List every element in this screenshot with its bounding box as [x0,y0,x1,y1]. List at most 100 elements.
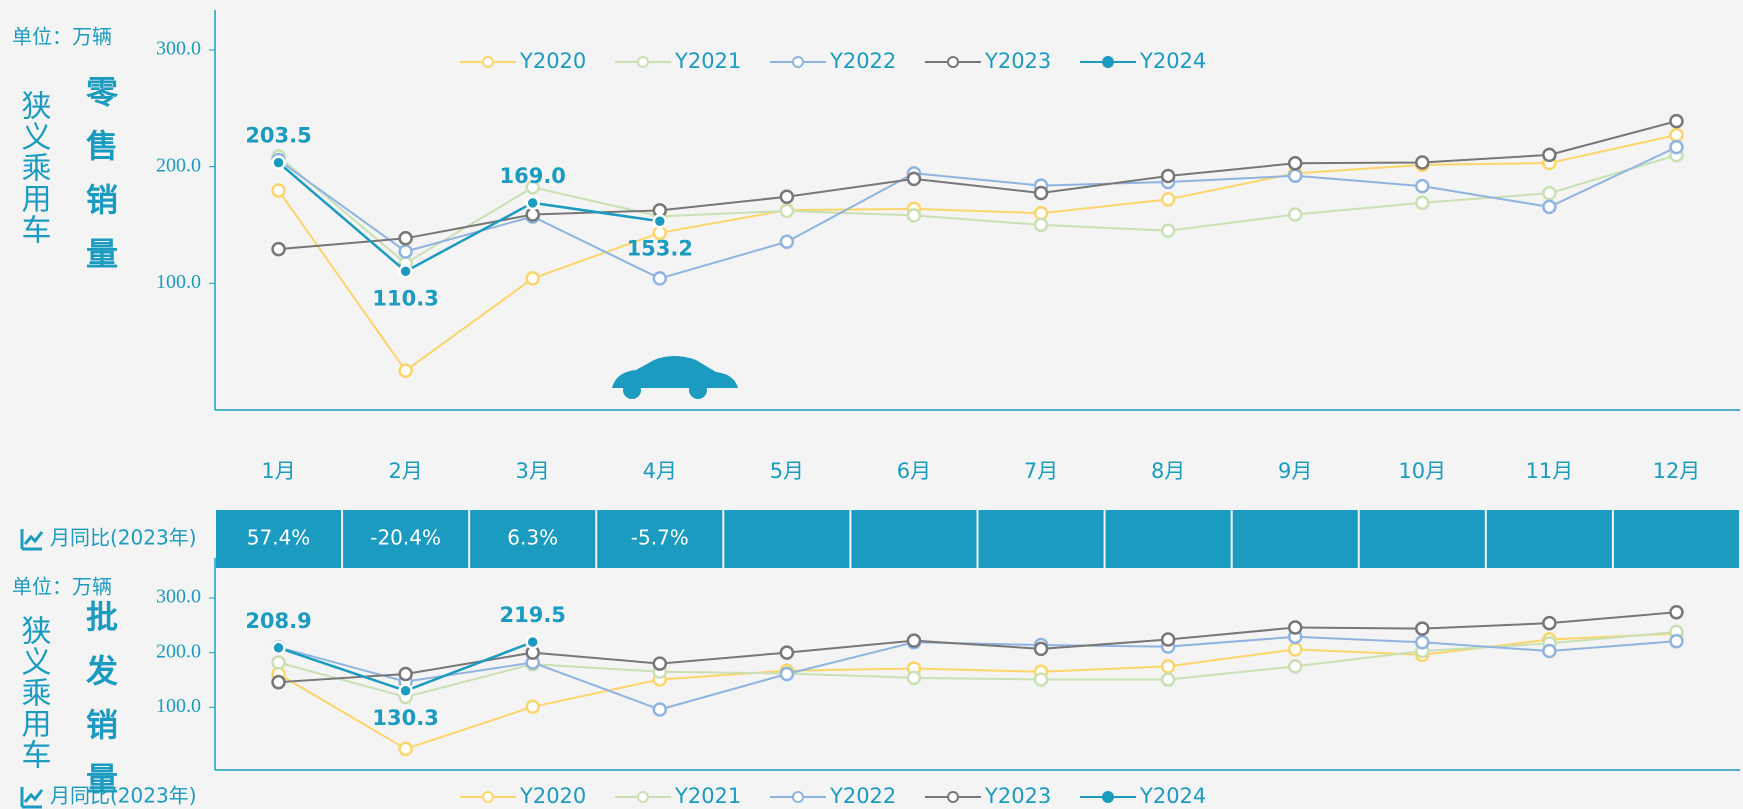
yoy-label: 月同比(2023年) [50,784,197,808]
data-point [781,191,793,203]
x-tick-label: 12月 [1653,459,1701,483]
data-point [654,215,666,227]
data-point [1670,606,1682,618]
data-point [1543,645,1555,657]
legend-label: Y2022 [829,784,896,808]
yoy-cell [979,510,1104,568]
legend-label: Y2022 [829,49,896,73]
data-point [1162,170,1174,182]
chart-title: 狭义乘用车 [16,615,52,770]
data-point [1289,643,1301,655]
data-point [1670,141,1682,153]
x-tick-label: 10月 [1398,459,1446,483]
data-point [1035,673,1047,685]
data-point [1416,636,1428,648]
data-point [1289,660,1301,672]
series-line [279,135,1677,371]
yoy-icon [22,529,42,549]
data-point [1035,187,1047,199]
series-line [279,612,1677,682]
data-point [527,197,539,209]
data-point [1289,209,1301,221]
data-point [908,209,920,221]
legend-marker [948,792,958,802]
x-tick-label: 9月 [1278,459,1312,483]
data-point [1670,129,1682,141]
data-point [1416,156,1428,168]
data-label: 169.0 [499,164,565,188]
legend-marker [483,57,493,67]
data-point [527,272,539,284]
yoy-cell [724,510,849,568]
legend-label: Y2023 [984,49,1051,73]
data-point [400,668,412,680]
yoy-cell [1614,510,1739,568]
y-tick-label: 100.0 [156,695,201,717]
chart-subtitle: 批发销量 [81,600,119,809]
data-point [527,636,539,648]
yoy-value: -20.4% [370,526,441,550]
data-point [908,635,920,647]
data-point [908,173,920,185]
data-point [1035,219,1047,231]
data-point [1162,225,1174,237]
data-point [1162,660,1174,672]
yoy-icon [22,787,42,807]
chart-title: 狭义乘用车 [16,90,52,245]
legend-marker [948,57,958,67]
data-point [1543,187,1555,199]
series-line [279,155,1677,263]
x-tick-label: 11月 [1526,459,1574,483]
data-point [400,245,412,257]
x-tick-label: 6月 [897,459,931,483]
data-point [273,657,285,669]
y-tick-label: 200.0 [156,640,201,662]
y-tick-label: 300.0 [156,38,201,60]
data-point [908,672,920,684]
data-point [527,701,539,713]
series-line [279,634,1677,749]
yoy-value: 6.3% [507,526,558,550]
y-tick-label: 100.0 [156,271,201,293]
data-point [1035,643,1047,655]
legend-marker [638,57,648,67]
x-tick-label: 5月 [770,459,804,483]
legend-label: Y2024 [1139,784,1206,808]
chart-subtitle: 零售销量 [81,75,119,291]
data-point [1416,180,1428,192]
data-point [781,647,793,659]
legend-marker [483,792,493,802]
data-label: 130.3 [372,706,438,730]
yoy-cell [851,510,976,568]
legend-marker [793,57,803,67]
data-point [1543,201,1555,213]
data-point [1289,622,1301,634]
legend-marker [638,792,648,802]
legend-label: Y2024 [1139,49,1206,73]
data-label: 219.5 [499,603,565,627]
data-label: 153.2 [627,236,693,260]
data-label: 203.5 [245,124,311,148]
data-point [1670,635,1682,647]
data-point [527,209,539,221]
page: {"chart_data": [ {"type": "line", "unit"… [0,0,1743,809]
car-icon [612,356,738,399]
data-point [273,676,285,688]
data-point [781,668,793,680]
yoy-cell [1233,510,1358,568]
data-point [1162,634,1174,646]
x-tick-label: 8月 [1151,459,1185,483]
series-line [279,632,1677,697]
data-point [400,685,412,697]
series-line [279,163,660,272]
y-tick-label: 300.0 [156,586,201,608]
data-point [400,365,412,377]
data-point [1289,170,1301,182]
legend-label: Y2023 [984,784,1051,808]
legend-label: Y2020 [519,49,586,73]
yoy-value: -5.7% [631,526,689,550]
data-point [781,236,793,248]
data-point [1416,197,1428,209]
yoy-cell [1487,510,1612,568]
data-point [654,272,666,284]
